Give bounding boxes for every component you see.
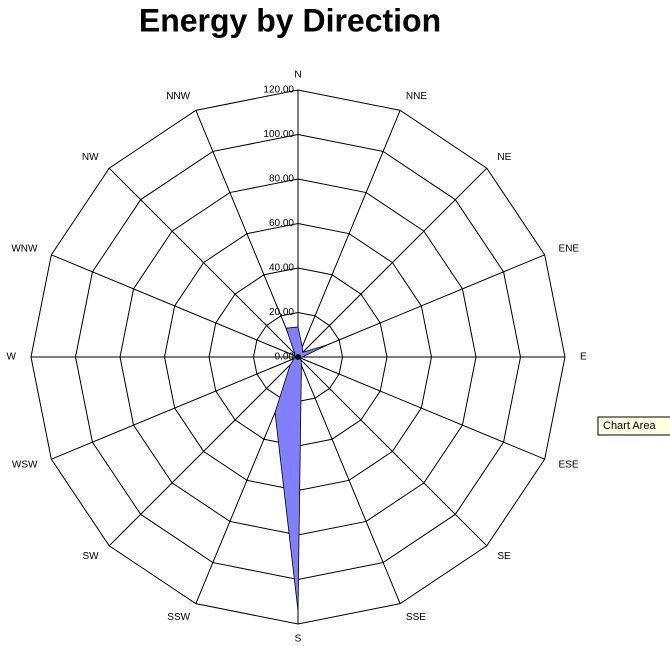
spoke bbox=[108, 167, 299, 358]
category-label: ENE bbox=[559, 244, 580, 255]
y-tick-label: 100.00 bbox=[263, 129, 294, 140]
y-tick-label: 80.00 bbox=[269, 174, 294, 185]
y-tick-label: 40.00 bbox=[269, 263, 294, 274]
spoke bbox=[297, 356, 401, 604]
spoke bbox=[51, 254, 299, 358]
category-label: NNE bbox=[406, 91, 427, 102]
y-tick-label: 20.00 bbox=[269, 307, 294, 318]
category-label: NNW bbox=[166, 91, 190, 102]
tooltip: Chart Area bbox=[597, 416, 670, 436]
spoke bbox=[297, 167, 488, 358]
center bbox=[295, 354, 301, 360]
spoke bbox=[297, 254, 545, 358]
category-label: S bbox=[295, 634, 302, 645]
category-label: W bbox=[7, 352, 17, 363]
spoke bbox=[51, 356, 299, 460]
spoke bbox=[108, 356, 299, 547]
spoke bbox=[195, 110, 299, 358]
y-tick-label: 120.00 bbox=[263, 85, 294, 96]
category-label: SW bbox=[82, 551, 99, 562]
series-area bbox=[274, 326, 327, 611]
spoke bbox=[297, 356, 488, 547]
category-label: WSW bbox=[12, 460, 38, 471]
category-label: SSE bbox=[406, 612, 426, 623]
category-label: NW bbox=[82, 152, 99, 163]
category-label: ESE bbox=[559, 460, 579, 471]
category-label: E bbox=[580, 352, 587, 363]
category-label: WNW bbox=[11, 244, 38, 255]
category-label: SE bbox=[497, 551, 511, 562]
tooltip-box bbox=[597, 416, 670, 436]
y-tick-label: 60.00 bbox=[269, 218, 294, 229]
tooltip-text: Chart Area bbox=[603, 420, 656, 432]
category-label: NE bbox=[497, 152, 511, 163]
chart-title: Energy by Direction bbox=[139, 2, 441, 38]
spoke bbox=[297, 356, 545, 460]
y-tick-label: 0.00 bbox=[275, 352, 295, 363]
category-label: N bbox=[294, 70, 301, 81]
category-label: SSW bbox=[167, 612, 190, 623]
spoke bbox=[297, 110, 401, 358]
